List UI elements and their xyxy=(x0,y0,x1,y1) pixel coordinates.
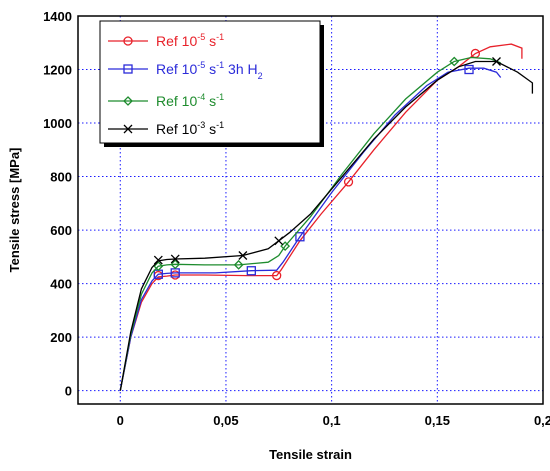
y-tick-label: 1400 xyxy=(43,9,72,24)
data-point xyxy=(343,177,354,187)
data-point xyxy=(170,254,180,264)
data-point xyxy=(492,57,501,66)
x-tick-label: 0,05 xyxy=(213,413,238,428)
legend-label: Ref 10-5 s-1 xyxy=(156,32,224,49)
x-tick-label: 0,2 xyxy=(534,413,550,428)
y-tick-label: 1200 xyxy=(43,63,72,78)
data-point xyxy=(123,96,133,106)
legend-label: Ref 10-5 s-1 3h H2 xyxy=(156,60,263,81)
x-tick-label: 0 xyxy=(117,413,124,428)
data-point xyxy=(246,266,256,276)
data-point xyxy=(238,251,248,260)
data-point xyxy=(464,64,474,75)
data-point xyxy=(123,36,133,46)
data-point xyxy=(449,56,460,67)
data-point xyxy=(153,255,163,265)
plot-frame xyxy=(77,15,544,405)
data-point xyxy=(233,259,244,270)
y-tick-label: 200 xyxy=(50,330,72,345)
series-line xyxy=(119,56,501,391)
series-3 xyxy=(119,56,501,391)
legend: Ref 10-5 s-1 Ref 10-5 s-1 3h H2 Ref 10-4 s… xyxy=(99,20,324,147)
data-point xyxy=(272,270,282,281)
data-point xyxy=(123,124,133,134)
series-layer xyxy=(119,43,534,391)
y-tick-label: 400 xyxy=(50,277,72,292)
data-point xyxy=(123,64,133,74)
legend-label: Ref 10-4 s-1 xyxy=(156,92,224,109)
data-point xyxy=(274,236,284,246)
y-tick-label: 1000 xyxy=(43,116,72,131)
data-point xyxy=(295,232,305,242)
data-point xyxy=(170,259,181,270)
y-tick-label: 800 xyxy=(50,170,72,185)
x-tick-label: 0,1 xyxy=(323,413,341,428)
y-axis-title: Tensile stress [MPa] xyxy=(7,148,22,273)
x-tick-label: 0,15 xyxy=(425,413,450,428)
x-axis-title: Tensile strain xyxy=(269,447,352,462)
y-tick-label: 0 xyxy=(65,384,72,399)
y-tick-label: 600 xyxy=(50,223,72,238)
data-point xyxy=(153,261,164,272)
series-4 xyxy=(119,57,534,391)
tick-labels: 0 0,05 0,1 0,15 0,2 0 200 400 600 800 1000 1200 1400 xyxy=(43,9,550,428)
legend-label: Ref 10-3 s-1 xyxy=(156,120,224,137)
